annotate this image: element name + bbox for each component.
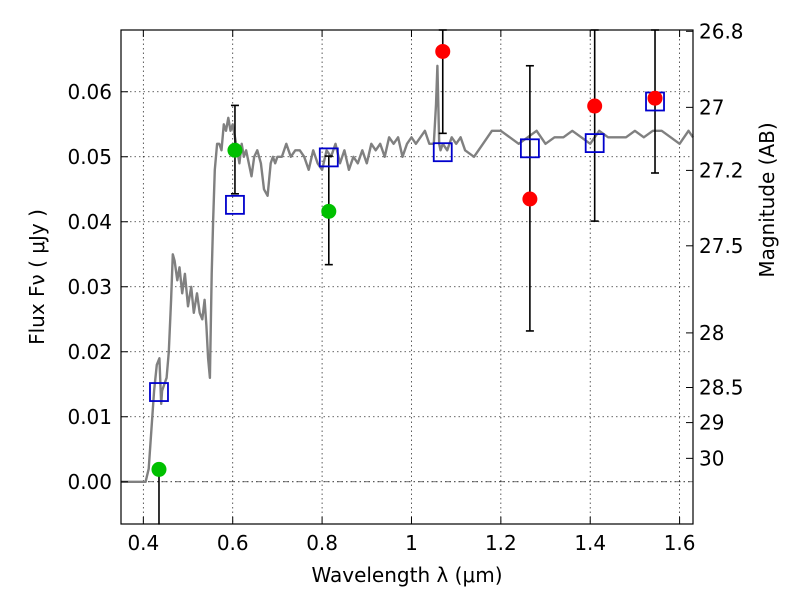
model-box-marker xyxy=(149,382,169,402)
spectrum-line xyxy=(121,64,694,483)
error-bars xyxy=(158,29,660,525)
y-tick-label: 0.03 xyxy=(67,275,112,299)
observed-point xyxy=(227,142,243,158)
right-tick-label: 27 xyxy=(699,95,724,119)
model-box-marker xyxy=(519,138,540,159)
y-tick-label: 0.02 xyxy=(67,340,112,364)
model-boxes xyxy=(149,91,665,402)
observed-points xyxy=(151,43,663,477)
observed-point xyxy=(647,90,663,106)
model-box-marker xyxy=(584,133,605,154)
x-tick-label: 1.2 xyxy=(485,531,517,555)
y-tick-label: 0.00 xyxy=(67,470,112,494)
x-tick-label: 0.6 xyxy=(217,531,249,555)
plot-frame xyxy=(120,29,694,525)
right-tick-label: 27.2 xyxy=(699,158,744,182)
right-tick-label: 28.5 xyxy=(699,376,744,400)
x-tick-label: 0.4 xyxy=(127,531,159,555)
y-tick-label: 0.06 xyxy=(67,80,112,104)
model-box-marker xyxy=(432,142,453,163)
y-tick-label: 0.04 xyxy=(67,210,112,234)
spectrum xyxy=(121,64,694,483)
observed-point xyxy=(587,98,603,114)
x-tick-label: 1.4 xyxy=(574,531,606,555)
y-tick-label: 0.05 xyxy=(67,145,112,169)
right-tick-label: 26.8 xyxy=(699,19,744,43)
right-tick-label: 28 xyxy=(699,321,724,345)
grid xyxy=(121,30,693,524)
right-tick-label: 30 xyxy=(699,446,724,470)
right-tick-label: 27.5 xyxy=(699,234,744,258)
observed-point xyxy=(435,43,451,59)
x-tick-label: 1 xyxy=(405,531,418,555)
y-tick-label: 0.01 xyxy=(67,405,112,429)
observed-point xyxy=(522,191,538,207)
model-box-marker xyxy=(318,147,339,168)
right-tick-label: 29 xyxy=(699,411,724,435)
right-y-axis-label: Magnitude (AB) xyxy=(755,122,779,277)
x-axis-label: Wavelength λ (μm) xyxy=(311,563,502,587)
model-box-marker xyxy=(225,194,245,215)
x-tick-label: 0.8 xyxy=(306,531,338,555)
observed-point xyxy=(151,461,167,477)
x-tick-label: 1.6 xyxy=(664,531,696,555)
left-y-axis-label: Flux Fν ( μJy ) xyxy=(25,209,49,345)
ticks: 0.4 0.6 0.8 1 1.2 1.4 1.6 0.00 0.01 0.02 0.03 0.04 0… xyxy=(67,19,743,555)
observed-point xyxy=(321,203,337,219)
